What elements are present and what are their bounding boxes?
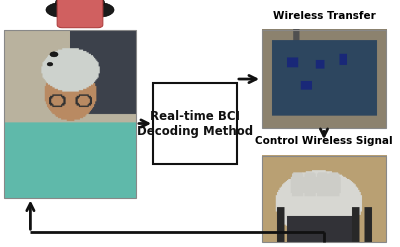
Ellipse shape (82, 2, 114, 17)
FancyBboxPatch shape (57, 0, 103, 28)
Ellipse shape (76, 0, 104, 9)
Ellipse shape (61, 8, 99, 26)
Circle shape (50, 52, 58, 57)
Text: Control Wireless Signal: Control Wireless Signal (255, 136, 393, 146)
Ellipse shape (46, 2, 78, 17)
Text: Real-time BCI
Decoding Method: Real-time BCI Decoding Method (137, 109, 253, 138)
Bar (4, 30, 136, 198)
FancyBboxPatch shape (153, 83, 237, 164)
Circle shape (47, 62, 53, 66)
Ellipse shape (56, 0, 84, 9)
Text: Wireless Transfer: Wireless Transfer (273, 11, 375, 21)
Ellipse shape (67, 0, 93, 4)
Bar (262, 156, 386, 242)
Bar (262, 30, 386, 128)
